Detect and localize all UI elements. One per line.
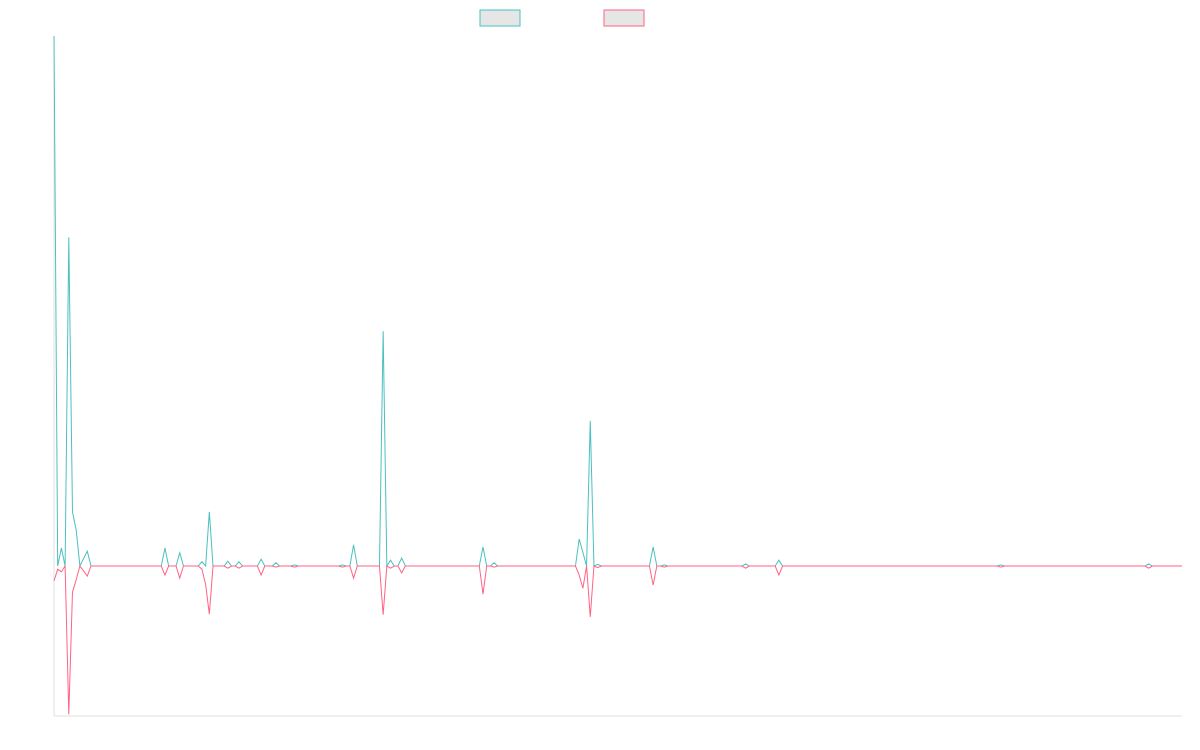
series-line (53, 35, 1182, 568)
legend-swatch[interactable] (479, 9, 521, 27)
series-line (53, 564, 1182, 715)
legend-swatch[interactable] (603, 9, 645, 27)
